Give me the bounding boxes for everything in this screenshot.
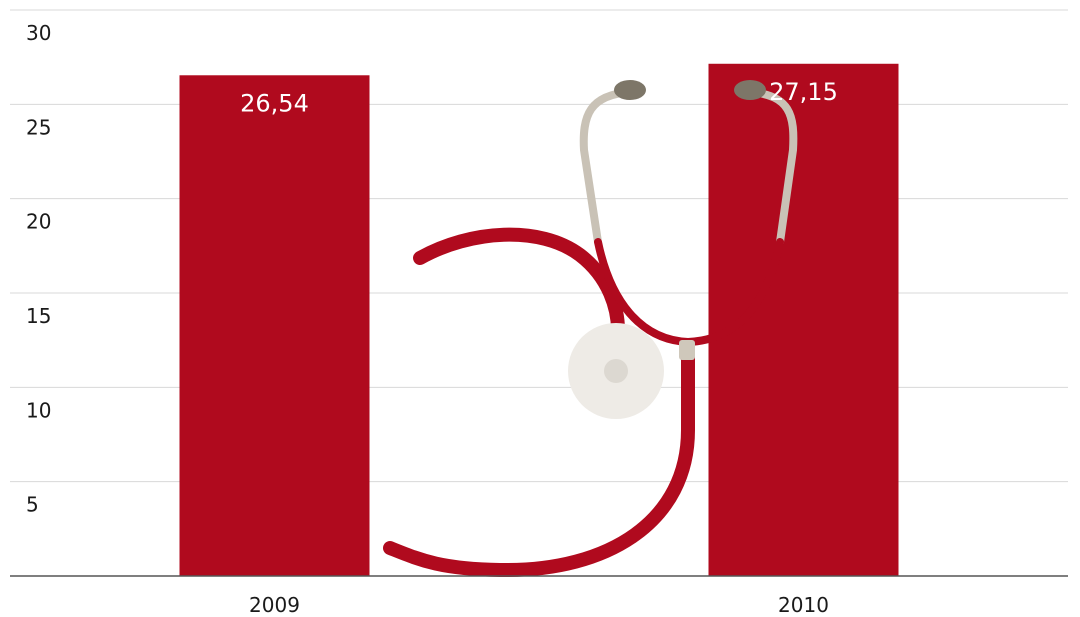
stethoscope-illustration (383, 80, 798, 578)
y-tick-label: 20 (26, 210, 51, 234)
y-tick-label: 30 (26, 21, 51, 45)
y-tick-label: 10 (26, 398, 51, 422)
y-tick-label: 15 (26, 304, 51, 328)
y-tick-label: 25 (26, 115, 51, 139)
stethoscope-chestpiece-inner (604, 359, 628, 383)
x-category-label: 2010 (778, 593, 829, 617)
bar-value-label: 27,15 (769, 78, 838, 106)
x-category-label: 2009 (249, 593, 300, 617)
stethoscope-earpiece-left (614, 80, 646, 100)
stethoscope-yoke (679, 340, 695, 360)
stethoscope-tube-loop (383, 343, 695, 578)
y-tick-label: 5 (26, 493, 39, 517)
bar-value-label: 26,54 (240, 89, 309, 117)
axis-layer: 5 10 15 20 25 30 26,54 2009 27,15 2010 (10, 21, 1068, 617)
stethoscope-ear-tube-left (579, 88, 634, 246)
bar-2009 (179, 75, 370, 577)
stethoscope-earpiece-right (734, 80, 766, 100)
grid-layer (10, 9, 1068, 483)
bar-layer (179, 63, 899, 577)
stethoscope-tube-upper (413, 227, 625, 337)
